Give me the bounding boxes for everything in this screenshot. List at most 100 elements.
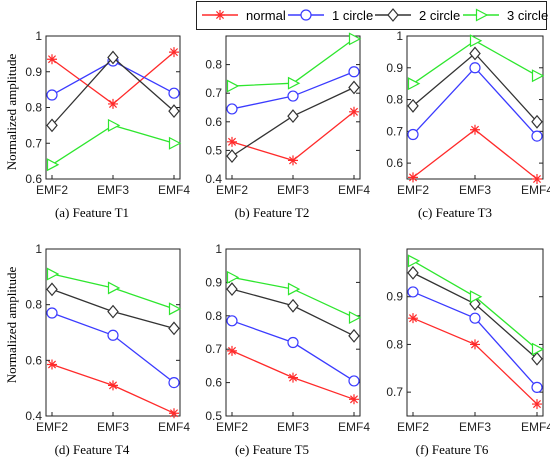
y-tick-label: 1 xyxy=(396,29,403,43)
x-tick-label: EMF4 xyxy=(158,420,190,434)
data-point-3-circle xyxy=(531,342,545,356)
y-tick-label: 0.7 xyxy=(25,136,42,150)
data-point-2-circle xyxy=(348,328,360,343)
y-tick-label: 0.8 xyxy=(386,337,403,351)
y-tick-label: 0.5 xyxy=(205,409,222,423)
data-point-normal xyxy=(227,136,237,147)
panels: 0.6 0.7 0.8 0.9 1 EMF2 EMF3 EMF4 (a) Feature T1 0… xyxy=(25,29,550,457)
data-point-normal xyxy=(532,399,542,410)
caption-title: Feature T4 xyxy=(73,442,130,457)
data-point-2-circle xyxy=(469,46,481,61)
x-tick-label: EMF3 xyxy=(97,420,129,434)
panel-caption: (d) Feature T4 xyxy=(55,442,130,457)
x-tick-label: EMF4 xyxy=(338,183,370,197)
data-point-2-circle xyxy=(407,265,419,280)
x-tick-label: EMF3 xyxy=(277,420,309,434)
data-point-2-circle xyxy=(107,304,119,319)
data-point-2-circle xyxy=(407,98,419,113)
legend-label-3-circle: 3 circle xyxy=(507,8,548,23)
data-point-3-circle xyxy=(107,118,121,132)
caption-title: Feature T5 xyxy=(253,442,309,457)
data-point-1-circle xyxy=(348,66,360,78)
data-point-2-circle xyxy=(168,104,180,119)
data-point-2-circle xyxy=(348,80,360,95)
caption-prefix: (f) xyxy=(416,442,432,457)
legend-label-1-circle: 1 circle xyxy=(332,8,373,23)
data-point-1-circle xyxy=(287,336,299,349)
data-point-3-circle xyxy=(407,77,421,91)
data-point-3-circle xyxy=(46,267,60,281)
data-point-normal xyxy=(349,394,359,405)
panel-d: 0.4 0.6 0.8 1 EMF2 EMF3 EMF4 (d) Feature T4 xyxy=(25,242,190,457)
legend: normal 1 circle 2 circle 3 circle xyxy=(196,1,548,30)
x-tick-label: EMF2 xyxy=(36,420,68,434)
panel-caption: (a) Feature T1 xyxy=(55,205,129,220)
data-point-normal xyxy=(408,172,418,183)
data-point-1-circle xyxy=(226,103,238,115)
y-tick-label: 0.6 xyxy=(386,156,403,170)
x-tick-label: EMF2 xyxy=(216,183,248,197)
data-point-2-circle xyxy=(46,118,58,133)
data-point-normal xyxy=(169,47,179,58)
data-point-3-circle xyxy=(46,158,60,172)
data-point-3-circle xyxy=(348,310,362,324)
data-point-1-circle xyxy=(407,286,419,298)
data-point-3-circle xyxy=(531,69,545,83)
y-tick-label: 0.9 xyxy=(386,61,403,75)
series-line-3-circle xyxy=(51,124,175,166)
panel-caption: (b) Feature T2 xyxy=(235,205,310,220)
x-tick-label: EMF3 xyxy=(277,183,309,197)
x-tick-label: EMF2 xyxy=(397,183,429,197)
data-point-1-circle xyxy=(226,315,238,327)
data-point-3-circle xyxy=(469,290,483,304)
legend-marker-2-circle xyxy=(387,8,399,22)
y-tick-label: 0.4 xyxy=(205,172,222,186)
data-point-2-circle xyxy=(107,50,119,65)
y-tick-label: 0.9 xyxy=(25,65,42,79)
data-point-3-circle xyxy=(407,254,421,268)
data-point-normal xyxy=(108,380,118,391)
y-axis-label-top: Normalized amplitude xyxy=(4,53,19,170)
caption-prefix: (c) xyxy=(418,205,436,220)
data-point-3-circle xyxy=(226,270,240,284)
data-point-3-circle xyxy=(287,76,301,90)
legend-marker-3-circle xyxy=(475,8,489,22)
caption-title: Feature T1 xyxy=(73,205,129,220)
data-point-1-circle xyxy=(348,375,360,387)
y-tick-label: 0.7 xyxy=(386,124,403,138)
caption-prefix: (b) xyxy=(235,205,253,220)
series-line-normal xyxy=(412,317,538,405)
x-tick-label: EMF3 xyxy=(97,183,129,197)
y-tick-label: 0.6 xyxy=(25,353,42,367)
y-tick-label: 0.8 xyxy=(25,101,42,115)
x-tick-label: EMF4 xyxy=(158,183,190,197)
data-point-normal xyxy=(108,98,118,109)
data-point-normal xyxy=(47,359,57,370)
x-tick-label: EMF3 xyxy=(459,420,491,434)
data-point-2-circle xyxy=(168,321,180,336)
caption-title: Feature T3 xyxy=(436,205,492,220)
legend-marker-1-circle xyxy=(300,9,312,21)
data-point-1-circle xyxy=(531,381,543,393)
data-point-normal xyxy=(408,313,418,324)
caption-title: Feature T2 xyxy=(253,205,309,220)
x-tick-label: EMF4 xyxy=(521,420,550,434)
y-tick-label: 0.8 xyxy=(205,58,222,72)
data-point-normal xyxy=(288,372,298,383)
x-tick-label: EMF4 xyxy=(521,183,550,197)
y-tick-label: 0.7 xyxy=(205,86,222,100)
panel-caption: (e) Feature T5 xyxy=(235,442,309,457)
caption-title: Feature T6 xyxy=(432,442,489,457)
series-line-normal xyxy=(412,128,538,180)
y-tick-label: 1 xyxy=(35,242,42,256)
panel-c: 0.6 0.7 0.8 0.9 1 EMF2 EMF3 EMF4 (c) Feature T3 xyxy=(386,29,550,220)
x-tick-label: EMF4 xyxy=(338,420,370,434)
data-point-1-circle xyxy=(407,128,419,141)
y-tick-label: 0.8 xyxy=(205,309,222,323)
data-point-3-circle xyxy=(348,32,362,46)
data-point-2-circle xyxy=(531,351,543,366)
data-point-normal xyxy=(470,124,480,135)
data-point-3-circle xyxy=(469,34,483,48)
panel-b: 0.4 0.5 0.6 0.7 0.8 EMF2 EMF3 EMF4 (b) Feature T… xyxy=(205,32,370,220)
data-point-1-circle xyxy=(469,62,481,74)
